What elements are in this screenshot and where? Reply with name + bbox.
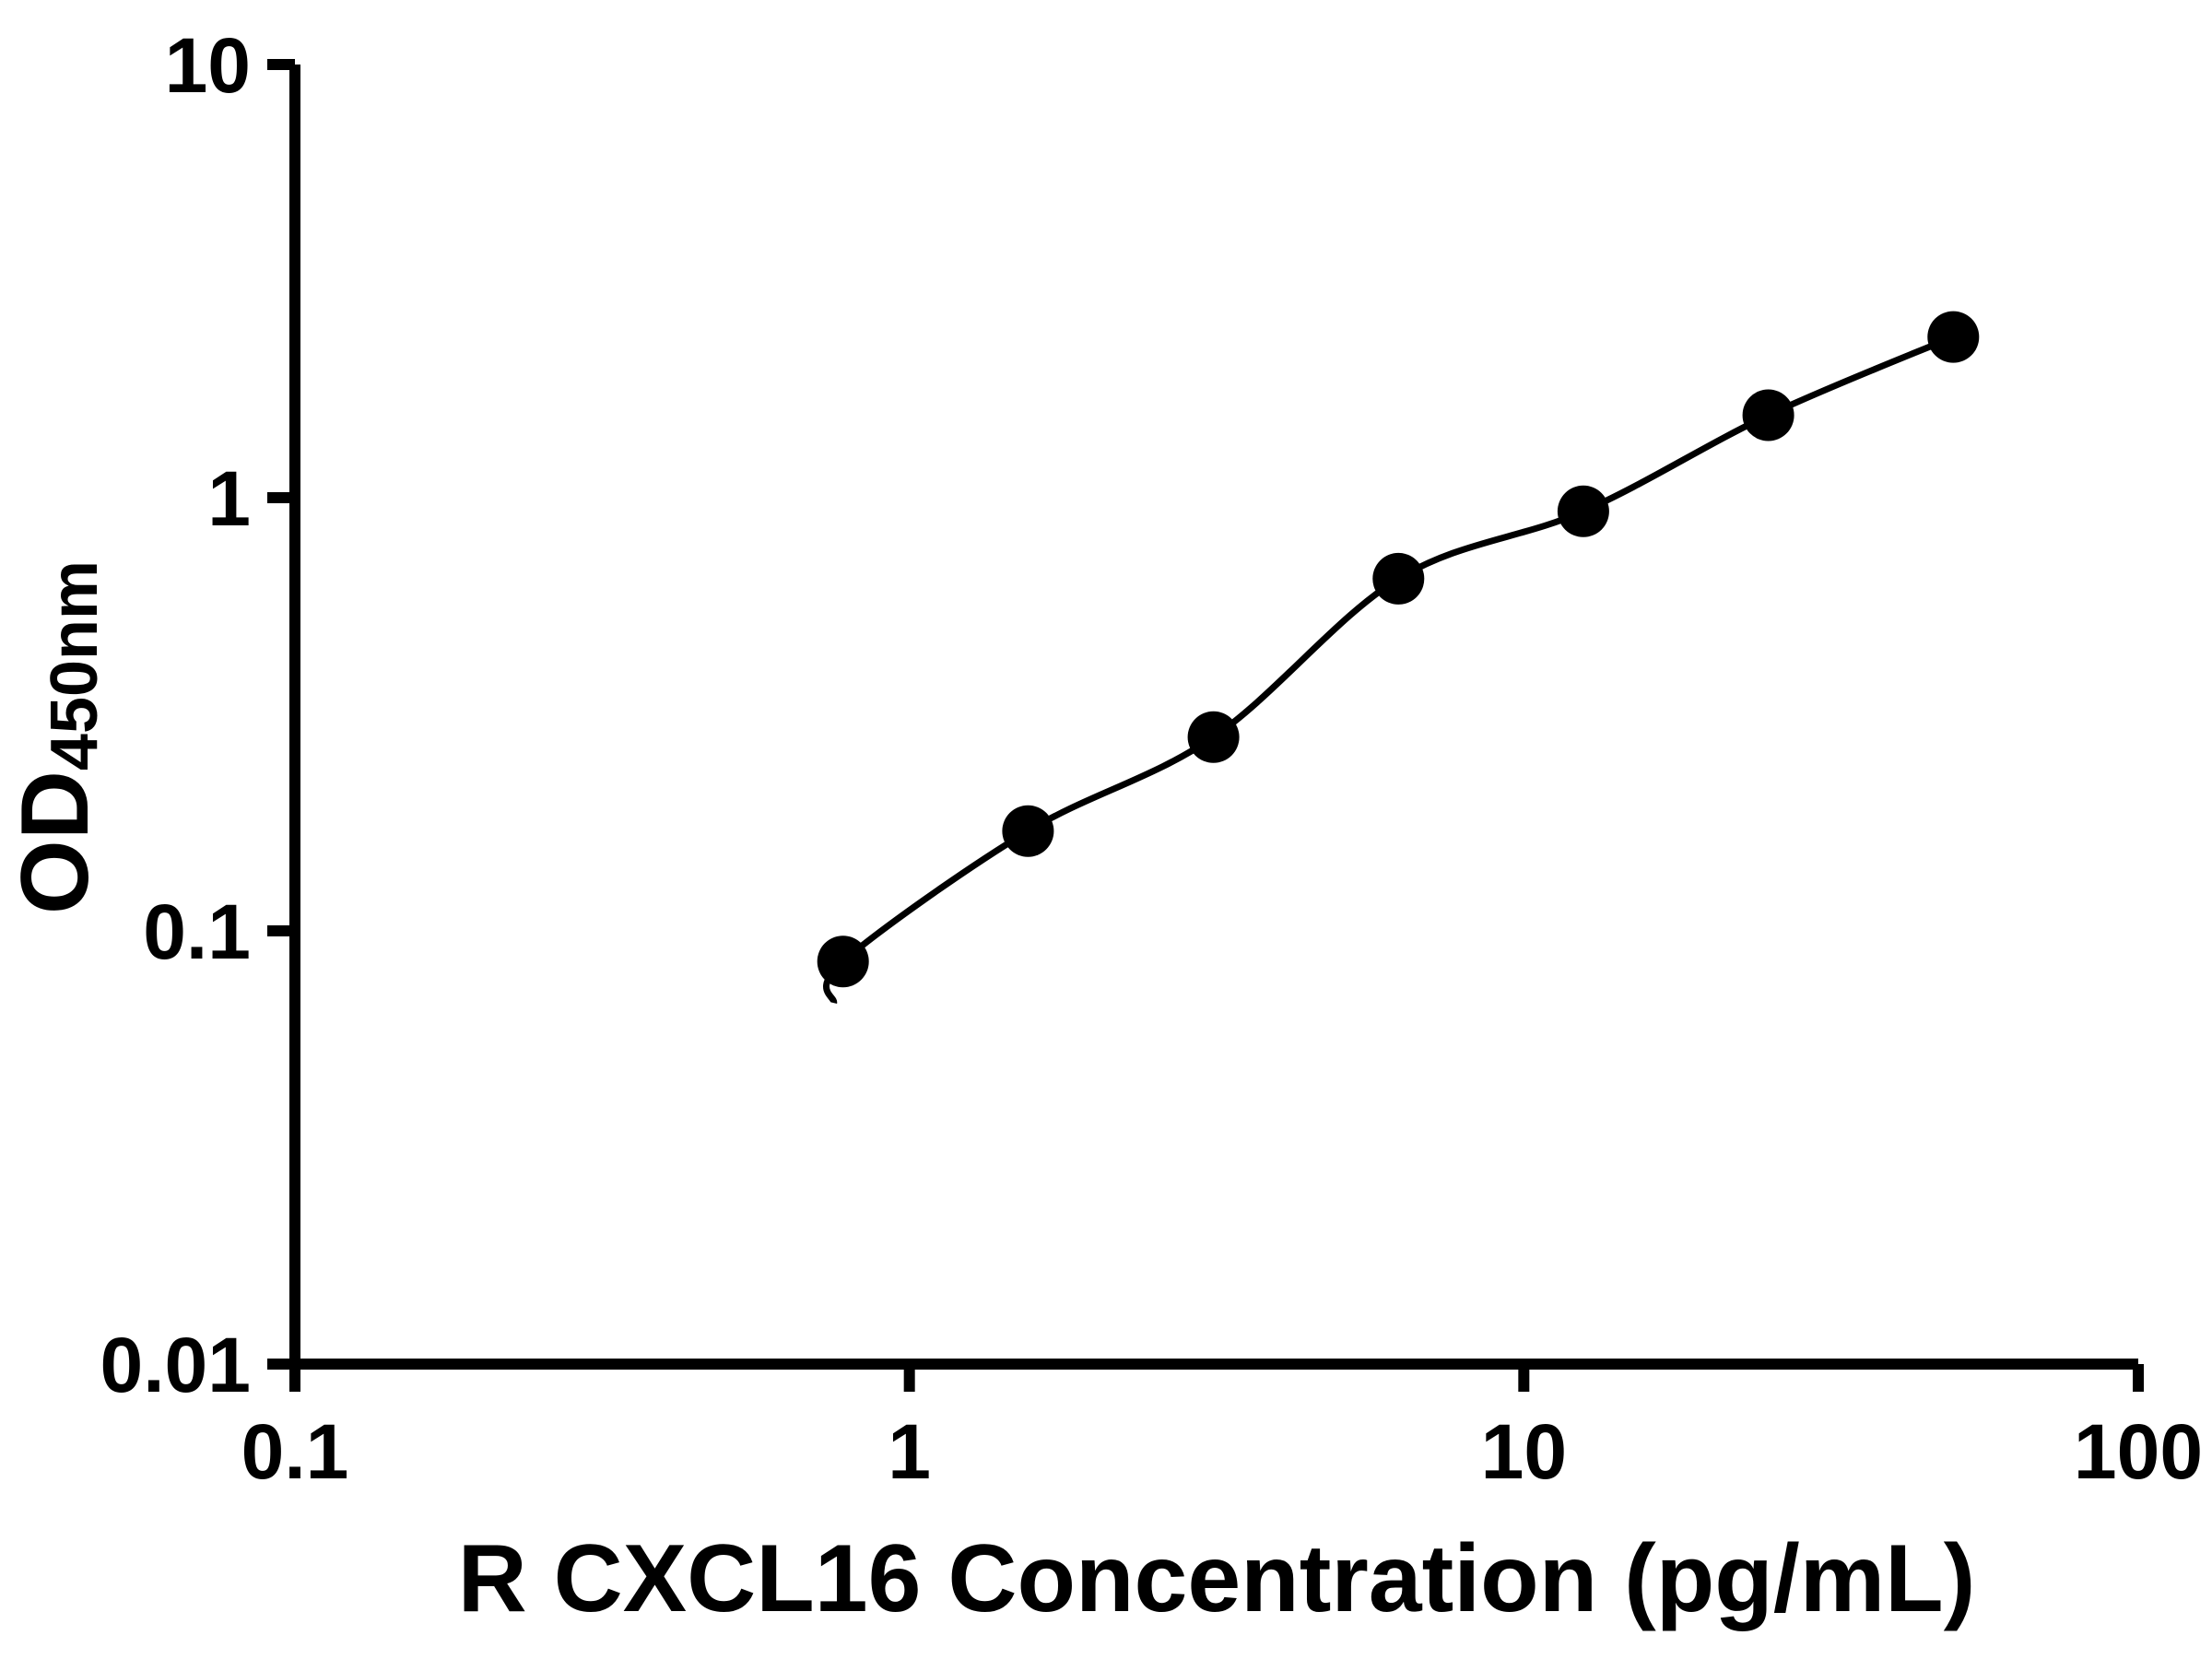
x-axis-title: R CXCL16 Concentration (pg/mL) [458,1525,1976,1632]
y-axis-title-sub: 450nm [38,560,112,771]
y-tick-label: 0.1 [143,888,251,975]
x-tick-label: 1 [888,1408,931,1495]
x-tick-label: 0.1 [241,1408,349,1495]
fit-curve [823,334,1955,1004]
data-point-5 [1742,389,1794,441]
y-tick-label: 10 [165,22,251,109]
x-tick-label: 100 [2074,1408,2203,1495]
data-point-2 [1187,711,1240,763]
y-tick-label: 1 [207,455,251,542]
data-point-6 [1927,311,1980,363]
data-point-3 [1372,552,1425,605]
data-point-1 [1002,805,1054,857]
y-tick-label: 0.01 [100,1322,252,1408]
y-axis-title-main: OD [2,771,109,914]
y-axis-title: OD450nm [2,560,112,914]
data-point-4 [1557,485,1609,537]
x-tick-label: 10 [1481,1408,1567,1495]
data-point-0 [817,935,869,988]
